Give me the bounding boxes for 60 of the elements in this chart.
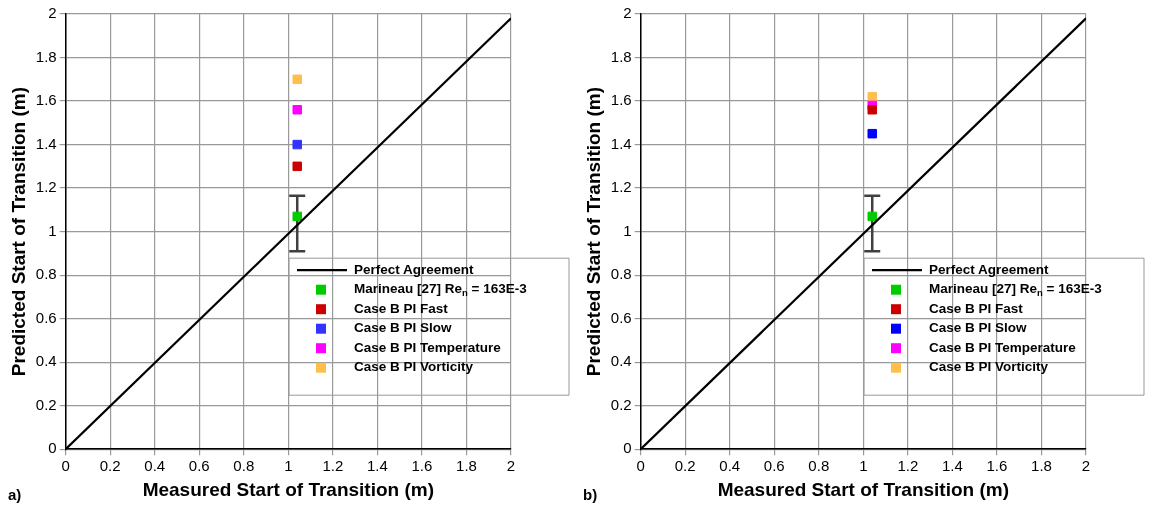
legend-label: Case B PI Slow: [929, 320, 1028, 336]
x-tick-label: 1.2: [322, 457, 344, 475]
y-tick-label: 1: [48, 221, 57, 239]
x-tick-label: 0.2: [99, 457, 121, 475]
x-tick-label: 1.6: [986, 457, 1008, 475]
x-tick-label: 1: [859, 457, 868, 475]
y-tick-label: 1.6: [610, 91, 632, 109]
y-tick-label: 0.4: [35, 352, 57, 370]
y-tick-label: 1.4: [610, 134, 632, 152]
x-tick-label: 0.8: [233, 457, 255, 475]
legend-label: Case B PI Fast: [354, 300, 449, 316]
x-tick-label: 0.4: [719, 457, 741, 475]
legend-label: Case B PI Temperature: [929, 339, 1077, 355]
x-tick-label: 2: [506, 457, 516, 475]
y-tick-label: 1.8: [610, 47, 632, 65]
y-tick-label: 1.8: [35, 47, 57, 65]
x-tick-label: 1.8: [456, 457, 477, 475]
y-tick-label: 1.6: [35, 91, 57, 109]
y-tick-label: 0.8: [35, 265, 57, 283]
x-tick-label: 2: [1081, 457, 1091, 475]
x-tick-label: 1.2: [897, 457, 919, 475]
x-tick-label: 0.6: [188, 457, 210, 475]
x-tick-label: 1.8: [1031, 457, 1052, 475]
legend-label: Perfect Agreement: [354, 261, 475, 277]
y-tick-label: 2: [48, 4, 57, 22]
legend-label: Perfect Agreement: [929, 261, 1050, 277]
legend-label: Case B PI Fast: [929, 300, 1024, 316]
y-tick-label: 0.6: [610, 308, 632, 326]
y-tick-label: 0.2: [35, 395, 57, 413]
x-tick-label: 1.4: [366, 457, 388, 475]
x-axis-title: Measured Start of Transition (m): [142, 478, 435, 500]
y-tick-label: 1: [623, 221, 632, 239]
legend-label: Case B PI Slow: [354, 320, 453, 336]
y-tick-label: 0.2: [610, 395, 632, 413]
y-tick-label: 0.6: [35, 308, 57, 326]
x-tick-label: 0.2: [674, 457, 696, 475]
x-tick-label: 0.4: [144, 457, 166, 475]
x-axis-title: Measured Start of Transition (m): [717, 478, 1010, 500]
x-tick-label: 0: [61, 457, 70, 475]
x-tick-label: 0.6: [763, 457, 785, 475]
y-tick-label: 0.8: [610, 265, 632, 283]
legend-label: Case B PI Vorticity: [929, 359, 1049, 375]
y-tick-label: 1.4: [35, 134, 57, 152]
text: a): [8, 486, 22, 503]
x-tick-label: 0: [636, 457, 645, 475]
y-tick-label: 1.2: [610, 178, 632, 196]
x-tick-label: 0.8: [808, 457, 830, 475]
y-tick-label: 2: [623, 4, 632, 22]
y-tick-label: 0.4: [610, 352, 632, 370]
x-tick-label: 1.6: [411, 457, 433, 475]
legend-label: Case B PI Temperature: [354, 339, 502, 355]
x-tick-label: 1.4: [941, 457, 963, 475]
y-tick-label: 1.2: [35, 178, 57, 196]
y-tick-label: 0: [48, 439, 57, 457]
x-tick-label: 1: [284, 457, 293, 475]
y-axis-title: Predicted Start of Transition (m): [582, 86, 604, 377]
text: b): [583, 486, 598, 503]
y-tick-label: 0: [623, 439, 632, 457]
y-axis-title: Predicted Start of Transition (m): [7, 86, 29, 377]
legend-label: Case B PI Vorticity: [354, 359, 474, 375]
